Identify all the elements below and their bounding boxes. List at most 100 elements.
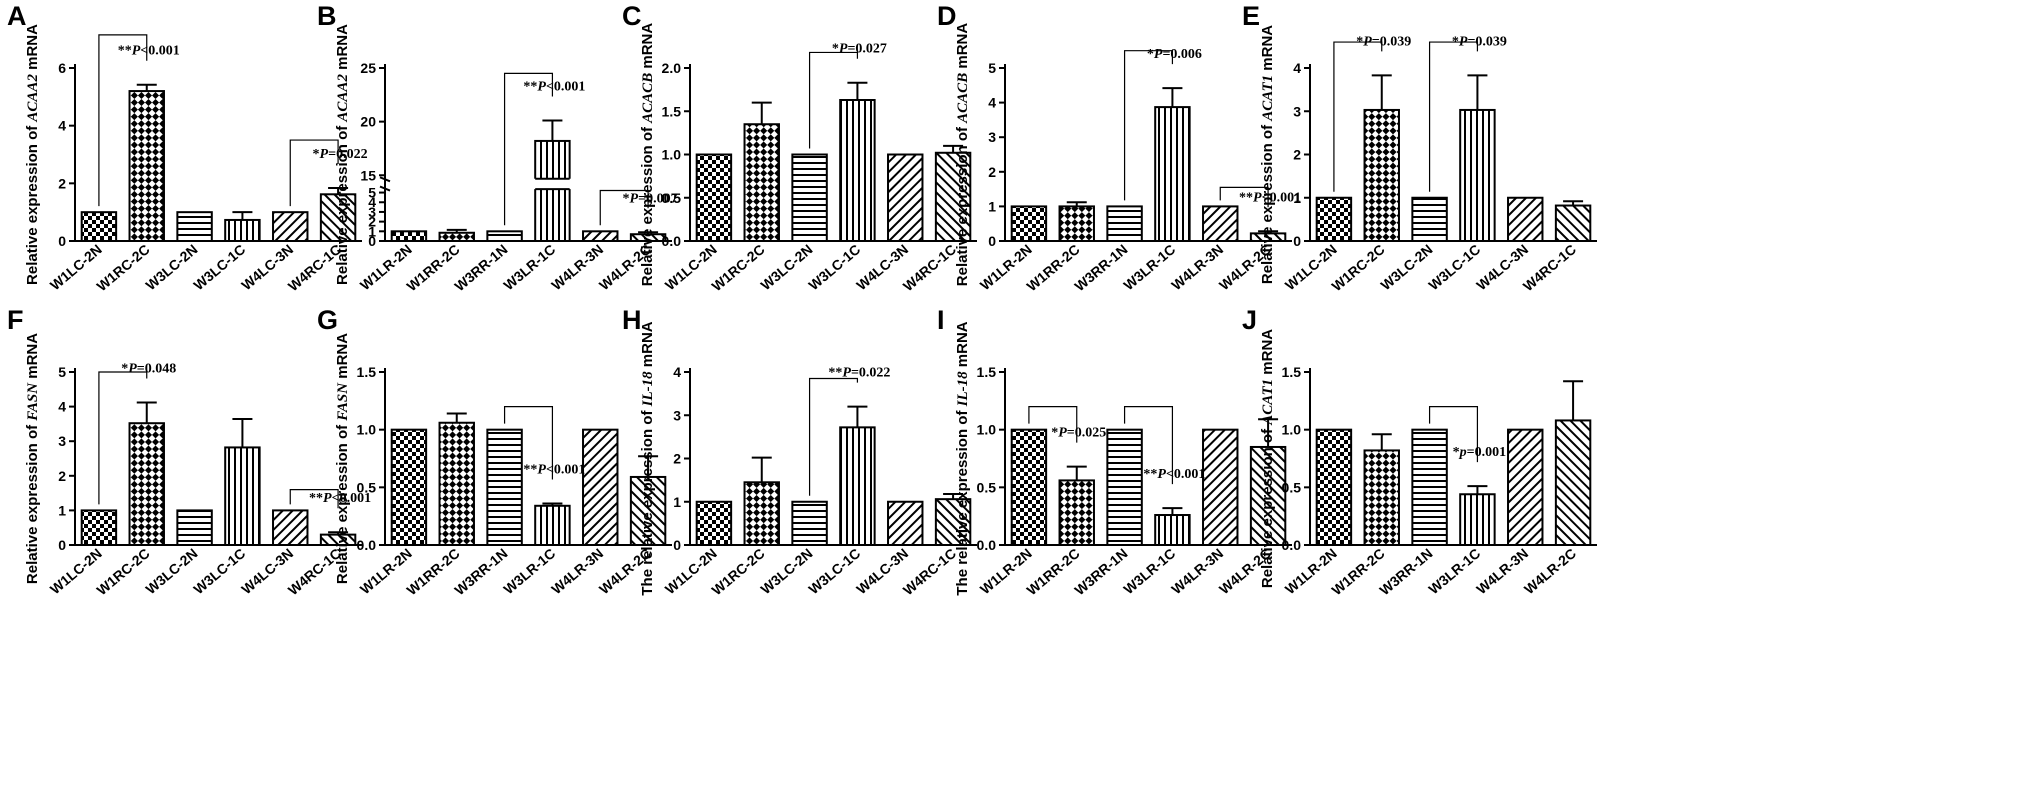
y-tick-label: 2 [58, 175, 66, 191]
y-tick-label: 2 [1293, 147, 1301, 163]
x-tick-label: W4LR-3N [1473, 545, 1531, 597]
bar-W4LR-3N [582, 230, 619, 242]
y-tick-label: 1 [1293, 190, 1301, 206]
y-tick-label: 1 [368, 223, 376, 239]
p-value-label: *P=0.048 [121, 361, 176, 376]
panel-I: I The relative expression of IL-18 mRNA 0.… [937, 305, 1292, 598]
x-tick-label: W1RC-2C [709, 545, 768, 598]
x-tick-label: W3LR-1C [500, 545, 558, 597]
bar-W1RR-2C [438, 231, 475, 242]
x-tick-label: W3LC-1C [805, 545, 863, 597]
bar-W3RR-1N [1411, 428, 1448, 546]
y-tick-label: 4 [673, 364, 681, 380]
panel-letter: D [937, 1, 957, 31]
y-tick-label: 4 [58, 399, 66, 415]
bar-W3LC-2N [176, 211, 213, 243]
y-tick-label: 0 [58, 233, 66, 249]
bar-W3LC-2N [791, 500, 828, 546]
y-axis-label: Relative expression of ACACB mRNA [639, 23, 656, 287]
bar-W4LR-2C [1554, 419, 1592, 546]
significance-bracket [1123, 406, 1174, 485]
y-tick-label: 1.0 [977, 422, 997, 438]
panel-letter: I [937, 305, 945, 335]
significance-bracket [503, 406, 554, 480]
y-tick-label: 0 [1293, 233, 1301, 249]
p-value-label: **P<0.001 [523, 462, 585, 477]
y-tick-label: 2 [673, 451, 681, 467]
bar-W3RR-1N [486, 230, 523, 242]
bar-W1RC-2C [128, 422, 165, 547]
bar-W1LR-2N [390, 428, 428, 546]
x-tick-label: W1RC-2C [1329, 241, 1388, 294]
significance-bracket [289, 489, 339, 509]
y-axis-label: Relative expression of FASN mRNA [24, 333, 41, 584]
bar-W3LC-2N [1411, 196, 1448, 242]
panel-letter: F [7, 305, 24, 335]
bar-W3RR-1N [486, 428, 523, 546]
bar-W4LR-3N [1507, 428, 1544, 546]
y-tick-label: 1.0 [1282, 422, 1302, 438]
bar-W1RC-2C [743, 123, 780, 242]
x-tick-label: W3LC-2N [758, 545, 816, 597]
y-tick-label: 0.5 [357, 479, 377, 495]
y-tick-label: 0 [58, 537, 66, 553]
p-value-label: **P=0.022 [828, 366, 890, 381]
p-value-label: **P<0.001 [523, 80, 585, 95]
bar-W4RC-1C [1554, 204, 1592, 243]
y-tick-label: 2 [988, 164, 996, 180]
significance-bracket [808, 51, 859, 149]
significance-bracket [98, 371, 148, 505]
bar-W1LR-2N [1010, 428, 1048, 546]
p-value-label: *P=0.039 [1356, 34, 1411, 49]
x-tick-label: W3LR-1C [1120, 545, 1178, 597]
axis-break-mark [379, 185, 391, 192]
x-tick-label: W3RR-1N [451, 545, 510, 598]
y-tick-label: 4 [368, 194, 376, 210]
y-tick-label: 5 [368, 185, 376, 201]
y-tick-label: 0 [988, 233, 996, 249]
bar-W1LR-2N [390, 230, 428, 242]
bar-W3LR-1C [534, 139, 571, 242]
bar-W1RC-2C [1363, 108, 1400, 242]
p-value-label: **P<0.001 [1239, 190, 1301, 205]
bar-W4LC-3N [272, 509, 309, 546]
y-tick-label: 15 [360, 167, 376, 183]
panel-letter: B [317, 1, 337, 31]
panel-letter: E [1242, 1, 1260, 31]
y-axis-label: Relative expression of ACAT1 mRNA [1259, 329, 1276, 588]
y-tick-label: 2 [58, 468, 66, 484]
bar-W3LC-2N [791, 153, 828, 242]
y-axis-label: Relative expression of ACACB mRNA [954, 23, 971, 287]
y-tick-label: 4 [58, 118, 66, 134]
y-tick-label: 3 [58, 433, 66, 449]
y-tick-label: 1 [58, 502, 66, 518]
x-tick-label: W3LR-1C [500, 241, 558, 293]
y-tick-label: 0.0 [357, 537, 377, 553]
y-tick-label: 1.5 [357, 364, 377, 380]
significance-bracket [1219, 186, 1269, 208]
bar-W1LC-2N [80, 211, 118, 243]
x-tick-label: W3LC-2N [143, 545, 201, 597]
y-axis-label: Relative expression of ACAA2 mRNA [24, 24, 41, 285]
bar-W4LC-3N [887, 500, 924, 546]
y-tick-label: 25 [360, 60, 376, 76]
p-value-label: **P<0.001 [309, 491, 371, 506]
y-tick-label: 6 [58, 60, 66, 76]
panel-letter: J [1242, 305, 1257, 335]
bar-W4LC-3N [272, 211, 309, 243]
y-tick-label: 0.5 [662, 190, 682, 206]
y-tick-label: 3 [1293, 103, 1301, 119]
x-tick-label: W3RR-1N [1376, 545, 1435, 598]
x-tick-label: W3LC-1C [190, 241, 248, 293]
bar-W3LR-1C [534, 504, 571, 546]
bar-W4LR-3N [1202, 205, 1239, 242]
bar-W1LR-2N [1315, 428, 1353, 546]
bar-W4LR-3N [582, 428, 619, 546]
significance-bracket [1028, 406, 1078, 443]
y-tick-label: 0.5 [1282, 479, 1302, 495]
y-tick-label: 5 [58, 364, 66, 380]
